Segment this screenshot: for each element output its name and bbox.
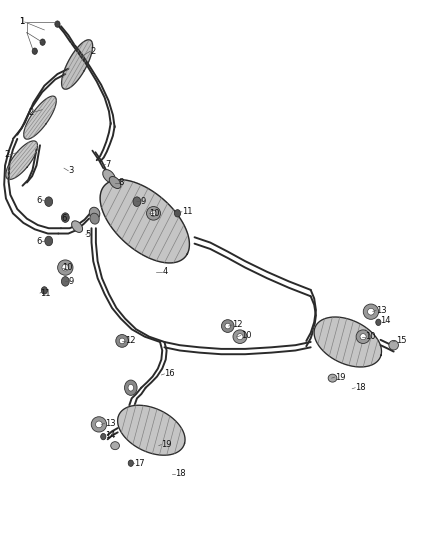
- Text: 13: 13: [376, 305, 387, 314]
- Polygon shape: [100, 180, 189, 263]
- Polygon shape: [314, 317, 381, 367]
- Text: 16: 16: [164, 369, 175, 378]
- Text: 2: 2: [90, 47, 95, 55]
- Text: 14: 14: [381, 316, 391, 325]
- Text: 8: 8: [119, 178, 124, 187]
- Text: 6: 6: [37, 237, 42, 246]
- Ellipse shape: [233, 330, 247, 343]
- Ellipse shape: [174, 209, 180, 217]
- Text: 11: 11: [40, 288, 50, 297]
- Ellipse shape: [95, 421, 102, 428]
- Ellipse shape: [119, 338, 125, 344]
- Text: 6: 6: [37, 196, 42, 205]
- Ellipse shape: [109, 176, 121, 189]
- Ellipse shape: [116, 335, 128, 348]
- Ellipse shape: [363, 304, 378, 319]
- Ellipse shape: [90, 213, 99, 224]
- Text: 5: 5: [86, 230, 91, 239]
- Ellipse shape: [45, 197, 53, 206]
- Text: 12: 12: [232, 320, 243, 329]
- Polygon shape: [62, 40, 92, 89]
- Ellipse shape: [40, 39, 45, 45]
- Text: 12: 12: [125, 336, 136, 345]
- Text: 19: 19: [161, 440, 172, 449]
- Polygon shape: [6, 141, 38, 180]
- Text: 9: 9: [141, 197, 146, 206]
- Text: 1: 1: [19, 18, 25, 27]
- Ellipse shape: [356, 330, 370, 343]
- Ellipse shape: [128, 384, 134, 391]
- Text: 7: 7: [106, 160, 111, 169]
- Ellipse shape: [101, 433, 106, 440]
- Ellipse shape: [147, 206, 160, 220]
- Text: 19: 19: [335, 373, 345, 382]
- Text: 10: 10: [365, 332, 376, 341]
- Ellipse shape: [45, 236, 53, 246]
- Ellipse shape: [41, 287, 47, 294]
- Text: 17: 17: [134, 459, 145, 467]
- Ellipse shape: [367, 308, 374, 315]
- Text: 2: 2: [4, 150, 10, 159]
- Ellipse shape: [389, 341, 399, 350]
- Ellipse shape: [360, 334, 366, 340]
- Ellipse shape: [128, 460, 134, 466]
- Ellipse shape: [91, 417, 106, 432]
- Polygon shape: [24, 96, 56, 139]
- Ellipse shape: [58, 260, 73, 275]
- Text: 6: 6: [62, 214, 67, 223]
- Ellipse shape: [376, 319, 381, 326]
- Ellipse shape: [124, 380, 137, 395]
- Text: 10: 10: [62, 263, 72, 272]
- Ellipse shape: [71, 221, 83, 232]
- Ellipse shape: [328, 374, 337, 382]
- Text: 18: 18: [175, 470, 186, 478]
- Text: 13: 13: [105, 419, 115, 428]
- Ellipse shape: [32, 48, 37, 54]
- Ellipse shape: [89, 207, 100, 220]
- Ellipse shape: [225, 323, 230, 329]
- Text: 14: 14: [106, 431, 116, 440]
- Ellipse shape: [61, 213, 69, 222]
- Ellipse shape: [61, 277, 69, 286]
- Text: 10: 10: [149, 209, 159, 218]
- Text: 4: 4: [162, 268, 167, 276]
- Text: 10: 10: [241, 331, 251, 340]
- Ellipse shape: [133, 197, 141, 206]
- Text: 1: 1: [19, 18, 25, 27]
- Ellipse shape: [237, 334, 243, 340]
- Ellipse shape: [111, 442, 120, 450]
- Text: 15: 15: [396, 336, 406, 345]
- Text: 2: 2: [28, 108, 33, 117]
- Ellipse shape: [222, 320, 234, 333]
- Ellipse shape: [55, 21, 60, 27]
- Text: 3: 3: [68, 166, 74, 175]
- Ellipse shape: [62, 264, 69, 271]
- Text: 11: 11: [182, 207, 192, 216]
- Ellipse shape: [103, 169, 115, 183]
- Text: 18: 18: [355, 383, 366, 392]
- Text: 9: 9: [68, 277, 74, 286]
- Ellipse shape: [150, 211, 156, 216]
- Polygon shape: [118, 405, 185, 455]
